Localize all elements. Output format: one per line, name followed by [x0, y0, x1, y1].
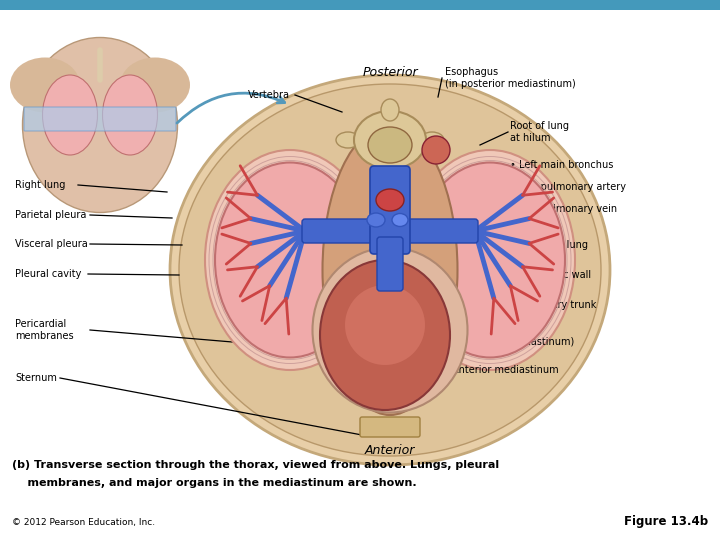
Text: Posterior: Posterior: [362, 65, 418, 78]
FancyBboxPatch shape: [377, 237, 403, 291]
Ellipse shape: [215, 163, 365, 357]
Text: Pericardial
membranes: Pericardial membranes: [15, 319, 73, 341]
FancyBboxPatch shape: [0, 0, 720, 10]
Text: (b) Transverse section through the thorax, viewed from above. Lungs, pleural: (b) Transverse section through the thora…: [12, 460, 499, 470]
Ellipse shape: [376, 189, 404, 211]
Ellipse shape: [336, 132, 360, 148]
Ellipse shape: [367, 213, 385, 227]
Ellipse shape: [170, 75, 610, 465]
Ellipse shape: [205, 150, 375, 370]
Text: Anterior: Anterior: [365, 443, 415, 456]
Ellipse shape: [22, 37, 178, 213]
Ellipse shape: [312, 247, 467, 413]
Ellipse shape: [120, 57, 190, 112]
FancyBboxPatch shape: [302, 219, 383, 243]
Ellipse shape: [420, 132, 444, 148]
Text: Right lung: Right lung: [15, 180, 66, 190]
Text: Vertebra: Vertebra: [248, 90, 290, 100]
Ellipse shape: [405, 150, 575, 370]
Text: Anterior mediastinum: Anterior mediastinum: [452, 365, 559, 375]
Ellipse shape: [179, 84, 601, 456]
Ellipse shape: [42, 75, 97, 155]
Ellipse shape: [354, 111, 426, 169]
FancyBboxPatch shape: [370, 166, 410, 254]
Text: © 2012 Pearson Education, Inc.: © 2012 Pearson Education, Inc.: [12, 517, 155, 526]
Text: Root of lung
at hilum: Root of lung at hilum: [510, 121, 569, 143]
Text: Parietal pleura: Parietal pleura: [15, 210, 86, 220]
Text: Visceral pleura: Visceral pleura: [15, 239, 88, 249]
Ellipse shape: [392, 213, 408, 226]
Ellipse shape: [345, 285, 425, 365]
Text: Figure 13.4b: Figure 13.4b: [624, 516, 708, 529]
FancyBboxPatch shape: [397, 219, 478, 243]
FancyBboxPatch shape: [360, 417, 420, 437]
Text: membranes, and major organs in the mediastinum are shown.: membranes, and major organs in the media…: [12, 478, 417, 488]
Ellipse shape: [320, 260, 450, 410]
Text: Pleural cavity: Pleural cavity: [15, 269, 81, 279]
Ellipse shape: [102, 75, 158, 155]
Text: • Left pulmonary vein: • Left pulmonary vein: [510, 204, 617, 214]
Ellipse shape: [10, 57, 80, 112]
Text: Sternum: Sternum: [15, 373, 57, 383]
Ellipse shape: [323, 125, 457, 415]
Text: Thoracic wall: Thoracic wall: [527, 270, 591, 280]
Text: • Left main bronchus: • Left main bronchus: [510, 160, 613, 170]
Text: Pulmonary trunk: Pulmonary trunk: [515, 300, 596, 310]
FancyBboxPatch shape: [24, 107, 176, 131]
Ellipse shape: [415, 163, 565, 357]
Text: Heart (in mediastinum): Heart (in mediastinum): [460, 337, 575, 347]
Text: Esophagus
(in posterior mediastinum): Esophagus (in posterior mediastinum): [445, 67, 576, 89]
Ellipse shape: [368, 127, 412, 163]
Ellipse shape: [381, 99, 399, 121]
Circle shape: [422, 136, 450, 164]
Text: • Left pulmonary artery: • Left pulmonary artery: [510, 182, 626, 192]
Text: Left lung: Left lung: [545, 240, 588, 250]
